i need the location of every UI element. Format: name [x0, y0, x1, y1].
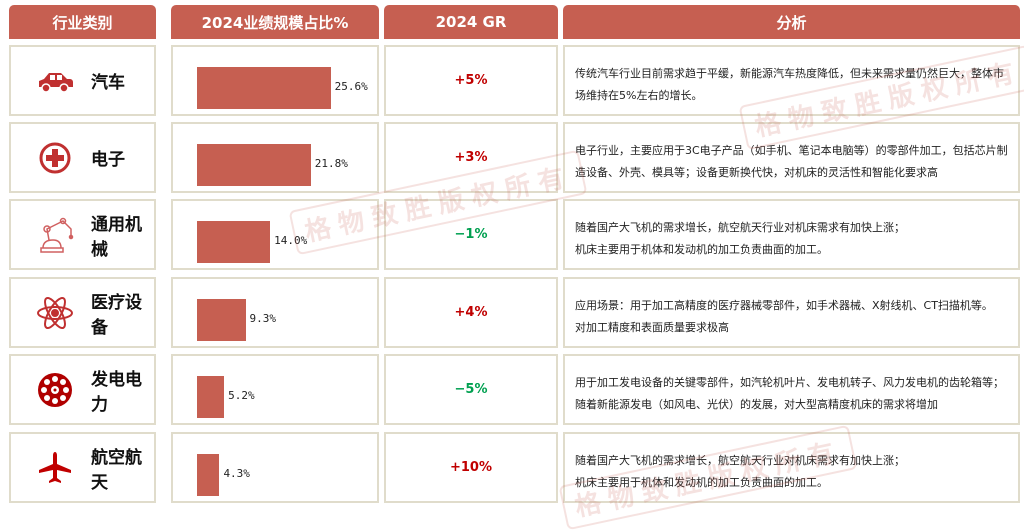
analysis-line: 机床主要用于机体和发动机的加工负责曲面的加工。	[575, 475, 828, 489]
analysis-line: 传统汽车行业目前需求趋于平缓，新能源汽车热度降低，但未来需求量仍然巨大，整体市场…	[575, 66, 1004, 102]
analysis-cell: 随着国产大飞机的需求增长，航空航天行业对机床需求有加快上涨； 机床主要用于机体和发…	[563, 199, 1020, 270]
analysis-line: 对加工精度和表面质量要求极高	[575, 320, 729, 334]
share-bar	[197, 376, 225, 418]
growth-value: +4%	[454, 305, 488, 320]
category-cell: 医疗设备	[9, 277, 156, 348]
growth-cell: +5%	[384, 45, 558, 116]
header-category: 行业类别	[9, 5, 156, 39]
category-cell: 发电电力	[9, 354, 156, 425]
share-cell: 21.8%	[171, 122, 379, 193]
category-cell: 通用机械	[9, 199, 156, 270]
car-icon	[35, 61, 75, 101]
turbine-wheel-icon	[35, 370, 75, 410]
share-cell: 5.2%	[171, 354, 379, 425]
share-bar	[197, 67, 331, 109]
growth-value: −1%	[454, 227, 488, 242]
category-cell: 汽车	[9, 45, 156, 116]
share-cell: 4.3%	[171, 432, 379, 503]
category-label: 发电电力	[91, 369, 142, 415]
share-bar	[197, 454, 220, 496]
medical-cross-icon	[35, 138, 75, 178]
category-cell: 航空航天	[9, 432, 156, 503]
analysis-cell: 随着国产大飞机的需求增长，航空航天行业对机床需求有加快上涨； 机床主要用于机体和发…	[563, 432, 1020, 503]
share-bar	[197, 144, 311, 186]
analysis-cell: 用于加工发电设备的关键零部件，如汽轮机叶片、发电机转子、风力发电机的齿轮箱等；随…	[563, 354, 1020, 425]
analysis-cell: 电子行业，主要应用于3C电子产品（如手机、笔记本电脑等）的零部件加工，包括芯片制…	[563, 122, 1020, 193]
share-cell: 9.3%	[171, 277, 379, 348]
share-label: 4.3%	[223, 467, 250, 480]
share-label: 25.6%	[334, 80, 368, 93]
growth-value: +10%	[449, 460, 492, 475]
analysis-line: 随着国产大飞机的需求增长，航空航天行业对机床需求有加快上涨；	[575, 453, 905, 467]
category-label: 汽车	[91, 73, 125, 93]
share-label: 9.3%	[249, 312, 277, 325]
growth-value: −5%	[454, 382, 488, 397]
header-growth: 2024 GR	[384, 5, 558, 39]
analysis-cell: 传统汽车行业目前需求趋于平缓，新能源汽车热度降低，但未来需求量仍然巨大，整体市场…	[563, 45, 1020, 116]
header-analysis: 分析	[563, 5, 1020, 39]
growth-cell: −5%	[384, 354, 558, 425]
growth-value: +3%	[454, 150, 488, 165]
share-bar	[197, 299, 246, 341]
growth-cell: +10%	[384, 432, 558, 503]
share-cell: 14.0%	[171, 199, 379, 270]
analysis-line: 用于加工发电设备的关键零部件，如汽轮机叶片、发电机转子、风力发电机的齿轮箱等；随…	[575, 375, 1004, 411]
atom-icon	[35, 293, 75, 333]
category-label: 电子	[91, 150, 125, 170]
robot-arm-icon	[35, 215, 75, 255]
airplane-icon	[35, 448, 75, 488]
category-label: 通用机械	[91, 214, 142, 260]
category-label: 航空航天	[91, 447, 142, 493]
share-label: 5.2%	[228, 389, 255, 402]
share-bar	[197, 221, 271, 263]
category-cell: 电子	[9, 122, 156, 193]
growth-cell: +3%	[384, 122, 558, 193]
share-cell: 25.6%	[171, 45, 379, 116]
growth-value: +5%	[454, 73, 488, 88]
analysis-line: 随着国产大飞机的需求增长，航空航天行业对机床需求有加快上涨；	[575, 220, 905, 234]
category-label: 医疗设备	[91, 292, 142, 338]
analysis-cell: 应用场景：用于加工高精度的医疗器械零部件，如手术器械、X射线机、CT扫描机等。对…	[563, 277, 1020, 348]
analysis-line: 应用场景：用于加工高精度的医疗器械零部件，如手术器械、X射线机、CT扫描机等。	[575, 298, 993, 312]
share-label: 14.0%	[274, 234, 308, 247]
analysis-line: 机床主要用于机体和发动机的加工负责曲面的加工。	[575, 242, 828, 256]
growth-cell: +4%	[384, 277, 558, 348]
growth-cell: −1%	[384, 199, 558, 270]
analysis-line: 电子行业，主要应用于3C电子产品（如手机、笔记本电脑等）的零部件加工，包括芯片制…	[575, 143, 1008, 179]
share-label: 21.8%	[314, 157, 348, 170]
header-share: 2024业绩规模占比%	[171, 5, 379, 39]
